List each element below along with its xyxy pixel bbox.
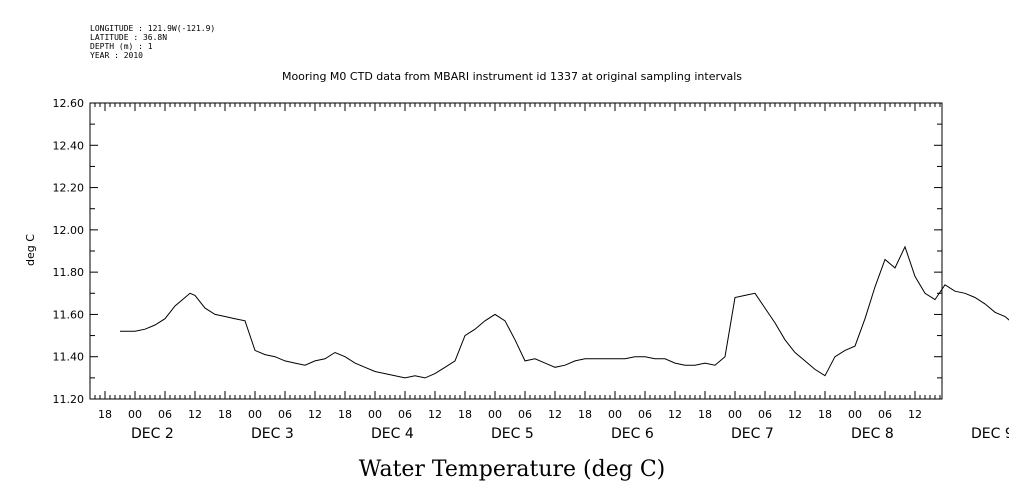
x-day-label: DEC 7 [731, 426, 774, 442]
x-hour-label: 06 [878, 408, 892, 421]
x-hour-label: 06 [158, 408, 172, 421]
x-hour-label: 18 [578, 408, 592, 421]
x-hour-label: 06 [518, 408, 532, 421]
x-hour-label: 06 [758, 408, 772, 421]
x-hour-label: 06 [638, 408, 652, 421]
x-hour-label: 12 [548, 408, 562, 421]
x-hour-label: 00 [128, 408, 142, 421]
y-tick-label: 11.80 [53, 266, 85, 279]
x-hour-label: 00 [488, 408, 502, 421]
x-hour-label: 00 [368, 408, 382, 421]
x-hour-label: 00 [608, 408, 622, 421]
meta-longitude: LONGITUDE : 121.9W(-121.9) [90, 24, 215, 33]
y-tick-label: 11.40 [53, 351, 85, 364]
x-hour-label: 12 [188, 408, 202, 421]
x-day-label: DEC 4 [371, 426, 414, 442]
meta-year: YEAR : 2010 [90, 51, 143, 60]
meta-latitude: LATITUDE : 36.8N [90, 33, 167, 42]
chart-title: Mooring M0 CTD data from MBARI instrumen… [282, 70, 742, 83]
x-day-label: DEC 2 [131, 426, 174, 442]
y-tick-label: 11.20 [53, 393, 85, 406]
x-hour-label: 18 [458, 408, 472, 421]
y-tick-label: 12.20 [53, 182, 85, 195]
y-axis: 11.20 11.40 11.60 11.80 12.00 12.20 12.40 12.60 [53, 97, 942, 406]
x-hour-label: 12 [908, 408, 922, 421]
x-hour-label: 18 [218, 408, 232, 421]
y-tick-label: 12.40 [53, 139, 85, 152]
x-hour-label: 06 [398, 408, 412, 421]
x-hour-label: 18 [818, 408, 832, 421]
y-tick-label: 12.00 [53, 224, 85, 237]
x-day-label: DEC 3 [251, 426, 294, 442]
x-hour-label: 00 [728, 408, 742, 421]
meta-depth: DEPTH (m) : 1 [90, 42, 153, 51]
series-line [120, 245, 1009, 379]
x-hour-label: 18 [698, 408, 712, 421]
x-axis: 18 00 06 12 18 00 06 12 18 00 06 12 18 00 06 12 18 00 06 12… [89, 103, 1009, 442]
x-hour-label: 18 [338, 408, 352, 421]
x-hour-label: 12 [428, 408, 442, 421]
x-day-label: DEC 6 [611, 426, 654, 442]
x-hour-label: 12 [668, 408, 682, 421]
x-hour-label: 06 [278, 408, 292, 421]
x-hour-label: 00 [248, 408, 262, 421]
x-hour-label: 18 [98, 408, 112, 421]
y-tick-label: 11.60 [53, 308, 85, 321]
plot-frame [89, 102, 943, 400]
x-hour-label: 00 [848, 408, 862, 421]
y-tick-label: 12.60 [53, 97, 85, 110]
x-day-label: DEC 5 [491, 426, 534, 442]
x-day-label: DEC 8 [851, 426, 894, 442]
x-hour-label: 12 [788, 408, 802, 421]
x-hour-label: 12 [308, 408, 322, 421]
y-axis-label: deg C [24, 234, 37, 266]
metadata-block: LONGITUDE : 121.9W(-121.9) LATITUDE : 36… [90, 24, 215, 60]
x-axis-label: Water Temperature (deg C) [359, 457, 666, 482]
x-day-label: DEC 9 [971, 426, 1009, 442]
